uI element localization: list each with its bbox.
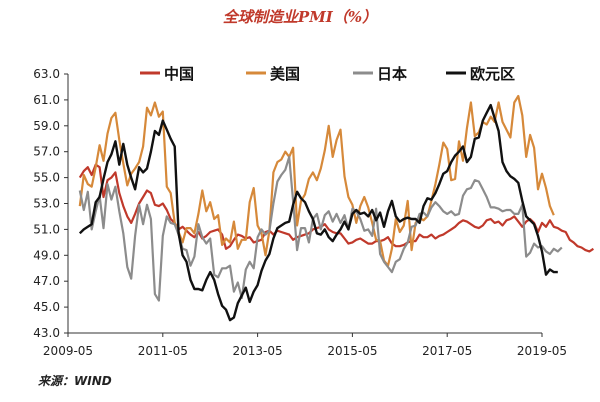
series-line-1 (78, 163, 594, 253)
y-tick-label: 49.0 (33, 248, 60, 262)
y-tick-label: 55.0 (33, 171, 60, 185)
x-tick-label: 2015-05 (327, 344, 377, 358)
y-tick-label: 61.0 (33, 93, 60, 107)
source-note: 来源：WIND (38, 374, 112, 388)
legend-label: 日本 (377, 65, 407, 83)
x-tick-label: 2013-05 (233, 344, 283, 358)
legend-label: 欧元区 (470, 65, 515, 83)
chart-title: 全球制造业PMI（%） (222, 8, 378, 26)
legend-label: 美国 (270, 65, 300, 83)
y-tick-label: 43.0 (33, 326, 60, 340)
y-tick-label: 47.0 (33, 274, 60, 288)
y-tick-label: 63.0 (33, 67, 60, 81)
chart-legend: 中国 美国 日本 欧元区 (140, 65, 515, 83)
series-line-4 (78, 103, 558, 322)
x-tick-label: 2019-05 (517, 344, 567, 358)
y-tick-label: 45.0 (33, 300, 60, 314)
series-line-3 (78, 155, 563, 302)
chart-lines (78, 94, 594, 322)
x-tick-label: 2011-05 (138, 344, 188, 358)
chart-axes: 43.0 45.0 47.0 49.0 51.0 53.0 55.0 57.0 59.0 61.0… (33, 67, 567, 358)
y-tick-label: 57.0 (33, 145, 60, 159)
y-tick-label: 51.0 (33, 222, 60, 236)
y-tick-label: 53.0 (33, 197, 60, 211)
x-tick-label: 2017-05 (422, 344, 472, 358)
y-tick-label: 59.0 (33, 119, 60, 133)
x-tick-label: 2009-05 (43, 344, 93, 358)
legend-label: 中国 (164, 65, 194, 83)
series-line-2 (78, 94, 555, 267)
